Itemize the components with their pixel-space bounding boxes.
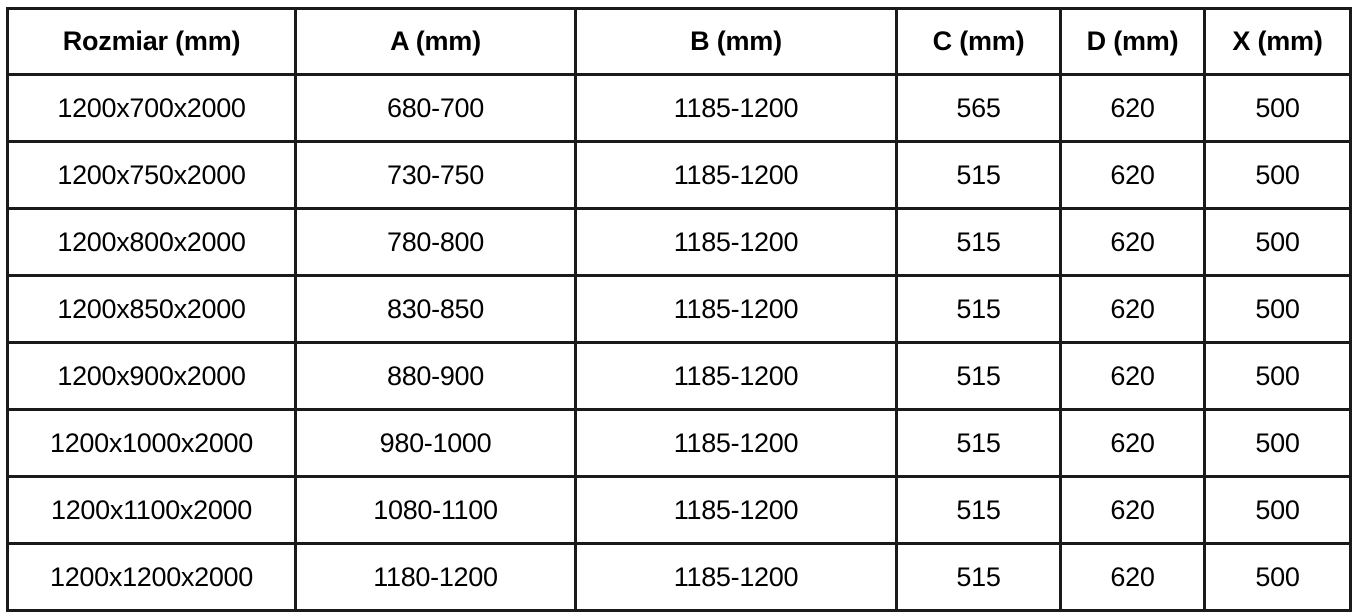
cell-x: 500 xyxy=(1203,542,1352,612)
cell-x: 500 xyxy=(1203,475,1352,545)
cell-x: 500 xyxy=(1203,341,1352,411)
cell-b: 1185-1200 xyxy=(574,274,898,344)
table-row: 1200x1000x2000 980-1000 1185-1200 515 62… xyxy=(6,408,1352,478)
cell-d: 620 xyxy=(1059,341,1206,411)
cell-c: 515 xyxy=(895,542,1062,612)
cell-size: 1200x850x2000 xyxy=(6,274,297,344)
cell-d: 620 xyxy=(1059,274,1206,344)
cell-size: 1200x700x2000 xyxy=(6,73,297,143)
column-header-a: A (mm) xyxy=(294,7,577,76)
cell-a: 980-1000 xyxy=(294,408,577,478)
cell-size: 1200x750x2000 xyxy=(6,140,297,210)
cell-x: 500 xyxy=(1203,140,1352,210)
column-header-size: Rozmiar (mm) xyxy=(6,7,297,76)
cell-b: 1185-1200 xyxy=(574,73,898,143)
table-header-row: Rozmiar (mm) A (mm) B (mm) C (mm) D (mm)… xyxy=(6,7,1352,76)
table-header: Rozmiar (mm) A (mm) B (mm) C (mm) D (mm)… xyxy=(6,7,1352,76)
table-row: 1200x1200x2000 1180-1200 1185-1200 515 6… xyxy=(6,542,1352,612)
cell-c: 515 xyxy=(895,341,1062,411)
table-row: 1200x850x2000 830-850 1185-1200 515 620 … xyxy=(6,274,1352,344)
cell-b: 1185-1200 xyxy=(574,542,898,612)
table-row: 1200x1100x2000 1080-1100 1185-1200 515 6… xyxy=(6,475,1352,545)
cell-size: 1200x1000x2000 xyxy=(6,408,297,478)
cell-size: 1200x800x2000 xyxy=(6,207,297,277)
cell-c: 515 xyxy=(895,274,1062,344)
cell-x: 500 xyxy=(1203,73,1352,143)
cell-x: 500 xyxy=(1203,274,1352,344)
cell-b: 1185-1200 xyxy=(574,207,898,277)
cell-b: 1185-1200 xyxy=(574,475,898,545)
cell-c: 515 xyxy=(895,207,1062,277)
cell-d: 620 xyxy=(1059,73,1206,143)
cell-b: 1185-1200 xyxy=(574,341,898,411)
cell-a: 830-850 xyxy=(294,274,577,344)
cell-c: 565 xyxy=(895,73,1062,143)
column-header-x: X (mm) xyxy=(1203,7,1352,76)
column-header-b: B (mm) xyxy=(574,7,898,76)
dimensions-table: Rozmiar (mm) A (mm) B (mm) C (mm) D (mm)… xyxy=(6,7,1352,612)
cell-d: 620 xyxy=(1059,475,1206,545)
cell-x: 500 xyxy=(1203,408,1352,478)
cell-a: 880-900 xyxy=(294,341,577,411)
cell-a: 1180-1200 xyxy=(294,542,577,612)
table-row: 1200x700x2000 680-700 1185-1200 565 620 … xyxy=(6,73,1352,143)
column-header-d: D (mm) xyxy=(1059,7,1206,76)
cell-a: 1080-1100 xyxy=(294,475,577,545)
cell-d: 620 xyxy=(1059,207,1206,277)
cell-c: 515 xyxy=(895,475,1062,545)
cell-d: 620 xyxy=(1059,542,1206,612)
cell-c: 515 xyxy=(895,140,1062,210)
cell-size: 1200x1200x2000 xyxy=(6,542,297,612)
table-row: 1200x800x2000 780-800 1185-1200 515 620 … xyxy=(6,207,1352,277)
cell-a: 780-800 xyxy=(294,207,577,277)
cell-b: 1185-1200 xyxy=(574,140,898,210)
cell-d: 620 xyxy=(1059,408,1206,478)
cell-size: 1200x900x2000 xyxy=(6,341,297,411)
cell-a: 730-750 xyxy=(294,140,577,210)
cell-b: 1185-1200 xyxy=(574,408,898,478)
cell-size: 1200x1100x2000 xyxy=(6,475,297,545)
table-body: 1200x700x2000 680-700 1185-1200 565 620 … xyxy=(6,73,1352,612)
table-row: 1200x900x2000 880-900 1185-1200 515 620 … xyxy=(6,341,1352,411)
cell-a: 680-700 xyxy=(294,73,577,143)
spec-table-container: Rozmiar (mm) A (mm) B (mm) C (mm) D (mm)… xyxy=(6,7,1352,612)
cell-c: 515 xyxy=(895,408,1062,478)
table-row: 1200x750x2000 730-750 1185-1200 515 620 … xyxy=(6,140,1352,210)
column-header-c: C (mm) xyxy=(895,7,1062,76)
cell-x: 500 xyxy=(1203,207,1352,277)
cell-d: 620 xyxy=(1059,140,1206,210)
